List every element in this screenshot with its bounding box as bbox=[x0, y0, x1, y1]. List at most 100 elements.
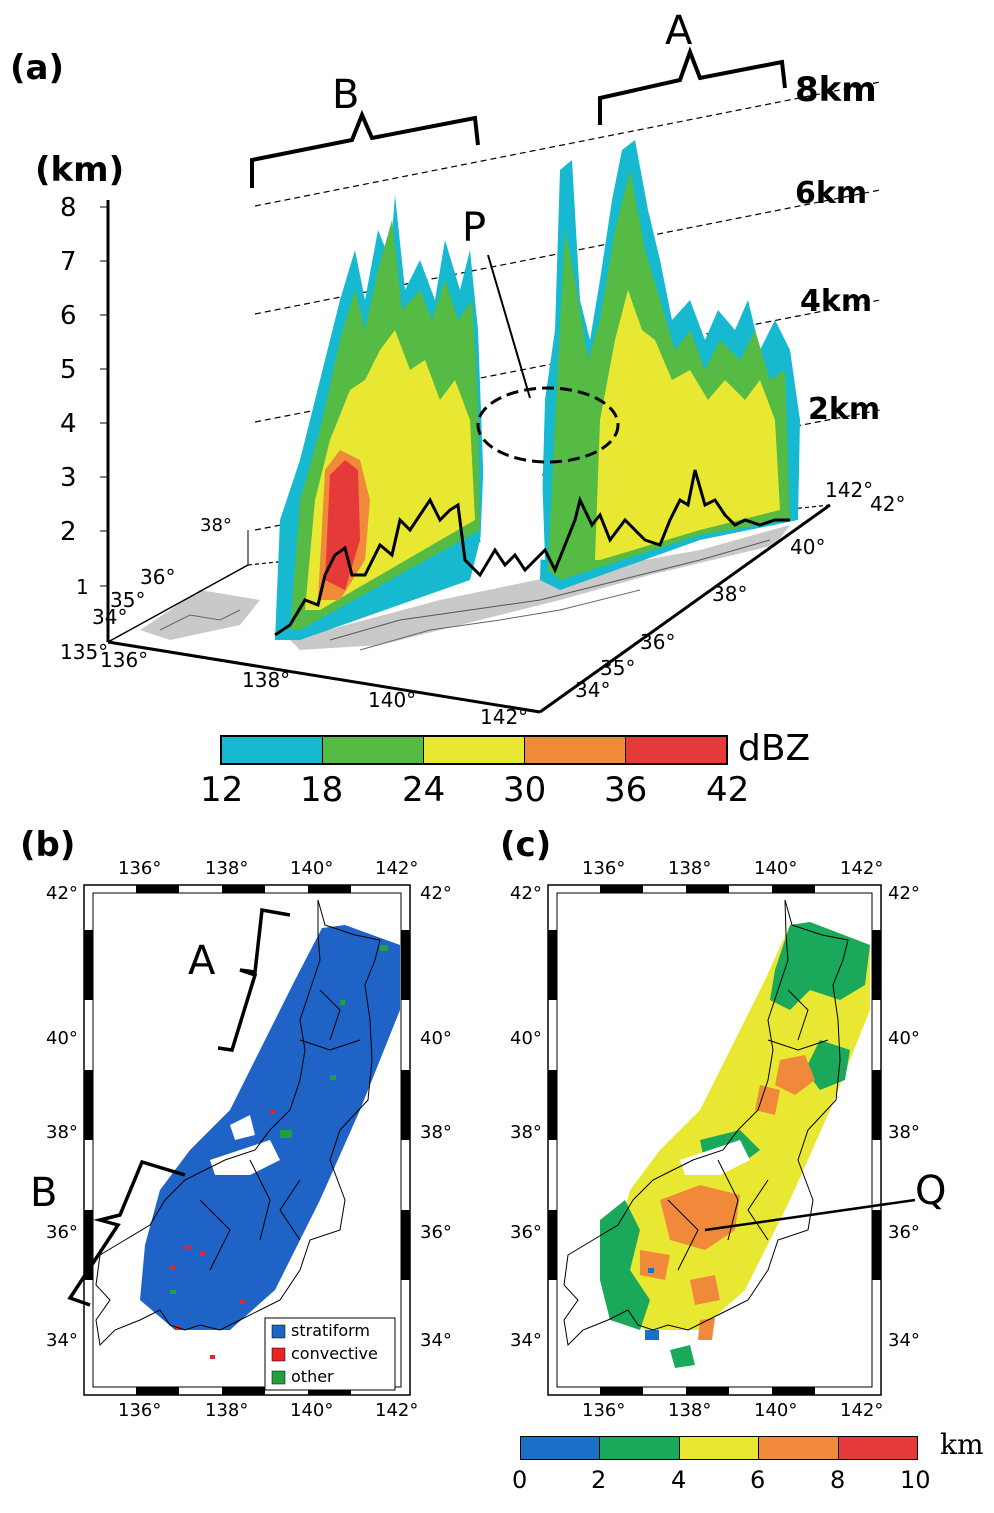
panel-c-lat-tick-right: 36° bbox=[888, 1222, 920, 1243]
panel-c-lon-tick-bottom: 138° bbox=[668, 1400, 712, 1421]
panel-b-lon-tick-top: 140° bbox=[290, 858, 334, 879]
panel-b-lon-tick-bottom: 140° bbox=[290, 1400, 334, 1421]
panel-b-lat-tick-left: 42° bbox=[46, 883, 78, 904]
z-axis-unit: (km) bbox=[35, 150, 125, 190]
panel-a-topography-line bbox=[274, 469, 790, 637]
panel-c-coastlines bbox=[563, 899, 849, 1347]
panel-b-lat-tick-right: 38° bbox=[420, 1122, 452, 1143]
panel-a-lat-tick-right: 35° bbox=[600, 656, 636, 680]
panel-a-lat-tick-left: 38° bbox=[200, 515, 232, 536]
panel-a-lat-tick-right: 40° bbox=[790, 535, 826, 559]
legend-swatch-other bbox=[271, 1370, 286, 1385]
panel-b-lon-tick-bottom: 136° bbox=[118, 1400, 162, 1421]
panel-a-lon-tick: 135° bbox=[60, 640, 109, 664]
panel-a-lat-tick-right: 36° bbox=[640, 630, 676, 654]
panel-a-region-b-label: B bbox=[332, 72, 360, 118]
colorbar-tick: 18 bbox=[300, 770, 344, 810]
legend-swatch-stratiform bbox=[271, 1324, 286, 1339]
panel-c-colorbar bbox=[520, 1436, 918, 1460]
colorbar-tick: 0 bbox=[512, 1466, 528, 1494]
z-tick: 1 bbox=[76, 575, 89, 599]
panel-a-bracket-b bbox=[250, 109, 480, 188]
panel-c-lat-tick-left: 34° bbox=[510, 1330, 542, 1351]
panel-c-orange-patches bbox=[640, 1055, 815, 1340]
panel-a-lon-tick: 136° bbox=[100, 648, 149, 672]
panel-a-lon-tick: 138° bbox=[242, 668, 291, 692]
colorbar-segment bbox=[525, 737, 626, 763]
panel-b-lat-tick-left: 34° bbox=[46, 1330, 78, 1351]
panel-a-lon-tick: 140° bbox=[368, 688, 417, 712]
panel-c-lon-tick-top: 136° bbox=[582, 858, 626, 879]
colorbar-segment bbox=[424, 737, 525, 763]
panel-b-lat-tick-right: 34° bbox=[420, 1330, 452, 1351]
colorbar-tick: 30 bbox=[503, 770, 547, 810]
panel-c-lat-tick-left: 38° bbox=[510, 1122, 542, 1143]
legend-label-other: other bbox=[291, 1367, 334, 1386]
colorbar-tick: 6 bbox=[750, 1466, 766, 1494]
z-tick: 5 bbox=[60, 355, 77, 385]
panel-b-lon-tick-top: 138° bbox=[205, 858, 249, 879]
panel-c-lon-tick-top: 140° bbox=[754, 858, 798, 879]
panel-a-lat-tick-left: 34° bbox=[92, 605, 128, 629]
panel-b-lon-tick-bottom: 138° bbox=[205, 1400, 249, 1421]
panel-b-coastlines bbox=[95, 899, 381, 1347]
height-line-label-8km: 8km bbox=[795, 70, 877, 110]
panel-b-label: (b) bbox=[20, 825, 76, 865]
colorbar-segment bbox=[679, 1437, 760, 1459]
panel-b-bracket-b bbox=[67, 1159, 186, 1307]
panel-b-lat-tick-left: 38° bbox=[46, 1122, 78, 1143]
panel-c-label: (c) bbox=[500, 825, 552, 865]
panel-c-lat-tick-right: 38° bbox=[888, 1122, 920, 1143]
colorbar-segment bbox=[759, 1437, 839, 1459]
panel-c-point-q-label: Q bbox=[915, 1168, 947, 1214]
colorbar-tick: 8 bbox=[830, 1466, 846, 1494]
panel-a-bracket-a bbox=[598, 46, 787, 125]
panel-b-lon-tick-top: 136° bbox=[118, 858, 162, 879]
colorbar-segment bbox=[838, 1437, 918, 1459]
z-tick: 3 bbox=[60, 463, 77, 493]
legend-label-stratiform: stratiform bbox=[291, 1321, 371, 1340]
colorbar-segment bbox=[600, 1437, 680, 1459]
panel-a-p-ellipse bbox=[476, 386, 620, 464]
height-line-label-6km: 6km bbox=[795, 176, 868, 211]
panel-a-colorbar-unit: dBZ bbox=[738, 728, 811, 769]
panel-c-lat-tick-left: 36° bbox=[510, 1222, 542, 1243]
panel-c-frame-ticks bbox=[548, 885, 881, 1395]
panel-a-echo-columns bbox=[275, 140, 800, 640]
panel-b-region-a-label: A bbox=[188, 938, 216, 984]
colorbar-segment bbox=[222, 737, 323, 763]
panel-a-label: (a) bbox=[10, 48, 65, 88]
panel-c-green-south bbox=[600, 1200, 650, 1330]
panel-a-lat-tick-left: 36° bbox=[140, 565, 176, 589]
panel-c-lat-tick-left: 42° bbox=[510, 883, 542, 904]
panel-a-lat-tick-right: 38° bbox=[712, 582, 748, 606]
colorbar-tick: 10 bbox=[900, 1466, 931, 1494]
height-line-label-4km: 4km bbox=[800, 284, 873, 319]
panel-c-colorbar-unit: km bbox=[940, 1428, 984, 1461]
panel-a-point-p-label: P bbox=[462, 205, 487, 251]
panel-a-lon-tick-back: 142° bbox=[825, 478, 874, 502]
panel-c-lon-tick-bottom: 142° bbox=[840, 1400, 884, 1421]
panel-b-lat-tick-left: 40° bbox=[46, 1028, 78, 1049]
panel-a-lat-tick-right: 34° bbox=[575, 678, 611, 702]
z-tick: 2 bbox=[60, 517, 77, 547]
panel-c-lat-tick-right: 34° bbox=[888, 1330, 920, 1351]
height-line-label-2km: 2km bbox=[808, 392, 881, 427]
colorbar-segment bbox=[323, 737, 424, 763]
panel-a-axes bbox=[100, 200, 831, 714]
colorbar-tick: 42 bbox=[706, 770, 750, 810]
panel-b-lat-tick-right: 40° bbox=[420, 1028, 452, 1049]
legend-label-convective: convective bbox=[291, 1344, 378, 1363]
colorbar-segment bbox=[521, 1437, 601, 1459]
panel-b-lat-tick-right: 36° bbox=[420, 1222, 452, 1243]
colorbar-tick: 2 bbox=[591, 1466, 607, 1494]
z-tick: 6 bbox=[60, 301, 77, 331]
panel-a-lon-tick-back: 42° bbox=[870, 492, 906, 516]
panel-a-region-a-label: A bbox=[665, 8, 693, 54]
z-tick: 8 bbox=[60, 193, 77, 223]
panel-a-lon-tick: 142° bbox=[480, 705, 529, 729]
z-tick: 4 bbox=[60, 409, 77, 439]
panel-b-bracket-a bbox=[217, 907, 291, 1052]
panel-b-lon-tick-top: 142° bbox=[375, 858, 419, 879]
